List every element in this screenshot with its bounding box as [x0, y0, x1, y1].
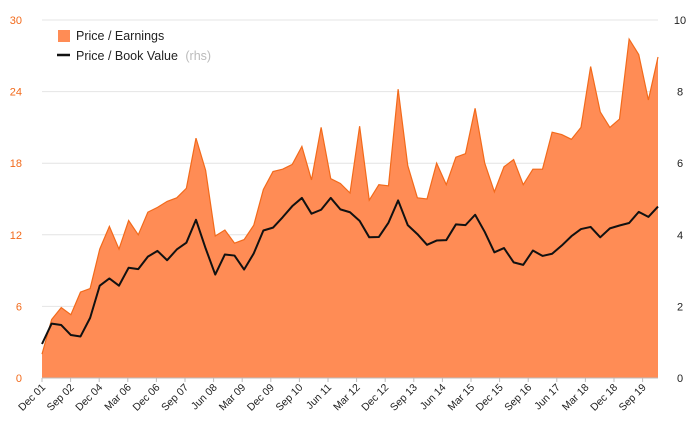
right-tick-label: 0 — [677, 373, 683, 385]
right-axis-ticks: 0 2 4 6 8 10 — [674, 15, 686, 385]
x-tick-label: Dec 18 — [588, 382, 620, 414]
x-tick-label: Dec 01 — [16, 382, 48, 414]
x-tick-label: Sep 02 — [45, 382, 77, 414]
x-tick-label: Dec 15 — [474, 382, 506, 414]
legend-label-pb-suffix: (rhs) — [185, 49, 211, 63]
x-tick-label: Mar 15 — [446, 382, 478, 414]
left-tick-label: 12 — [10, 230, 22, 242]
x-tick-label: Jun 11 — [304, 382, 334, 412]
x-tick-label: Sep 10 — [274, 382, 306, 414]
pb-line-series — [41, 196, 659, 345]
right-tick-label: 6 — [677, 158, 683, 170]
x-tick-label: Jun 17 — [532, 382, 563, 413]
x-tick-label: Mar 12 — [331, 382, 363, 414]
right-tick-label: 4 — [677, 230, 683, 242]
legend-label-pe: Price / Earnings — [76, 29, 164, 43]
x-tick-label: Mar 18 — [560, 382, 592, 414]
legend-label-pb-text: Price / Book Value — [76, 49, 178, 63]
pe-area — [42, 39, 658, 379]
x-tick-label: Sep 13 — [388, 382, 420, 414]
x-tick-label: Sep 07 — [159, 382, 191, 414]
right-tick-label: 2 — [677, 301, 683, 313]
right-tick-label: 8 — [677, 87, 683, 99]
x-tick-label: Mar 06 — [102, 382, 134, 414]
pe-area-series — [41, 37, 659, 379]
left-axis-ticks: 0 6 12 18 24 30 — [10, 15, 22, 385]
left-tick-label: 6 — [16, 301, 22, 313]
x-tick-label: Sep 16 — [502, 382, 534, 414]
x-tick-label: Mar 09 — [217, 382, 249, 414]
pe-area-edge — [41, 37, 659, 355]
right-tick-label: 10 — [674, 15, 686, 27]
pb-line — [41, 196, 659, 345]
left-tick-label: 24 — [10, 87, 22, 99]
legend-swatch-pe — [58, 30, 70, 42]
legend-label-pb: Price / Book Value (rhs) — [76, 49, 211, 63]
x-tick-label: Jun 14 — [418, 382, 449, 413]
x-tick-label: Dec 12 — [359, 382, 391, 414]
x-tick-label: Dec 04 — [73, 382, 105, 414]
left-tick-label: 0 — [16, 373, 22, 385]
x-tick-label: Dec 09 — [245, 382, 277, 414]
legend: Price / Earnings Price / Book Value (rhs… — [57, 29, 211, 63]
left-tick-label: 30 — [10, 15, 22, 27]
x-tick-label: Sep 19 — [617, 382, 649, 414]
x-tick-label: Jun 08 — [189, 382, 220, 413]
left-tick-label: 18 — [10, 158, 22, 170]
x-tick-label: Dec 06 — [131, 382, 163, 414]
